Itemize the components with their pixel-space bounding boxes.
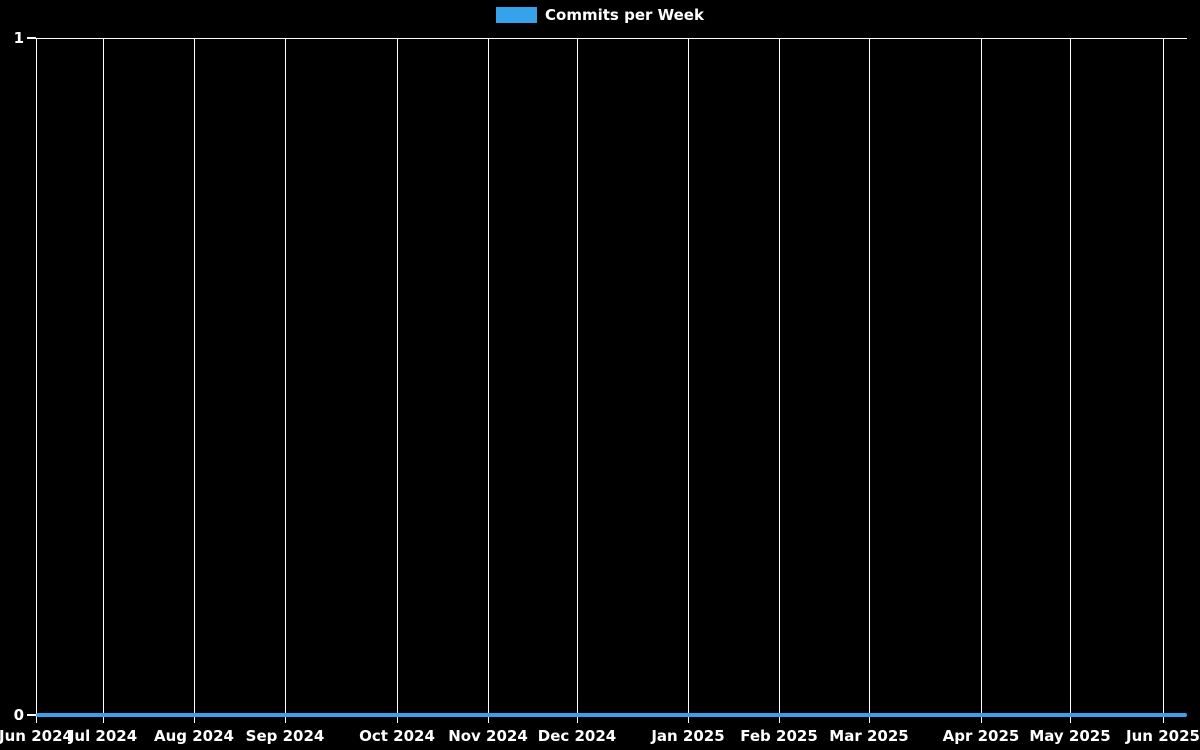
x-tick-label: Feb 2025 [740,727,818,745]
x-gridline-oct-2024 [397,38,398,723]
y-tick-mark-1 [27,37,36,39]
x-gridline-jun-2024 [36,38,37,723]
x-gridline-jan-2025 [688,38,689,723]
x-tick-label: Aug 2024 [154,727,234,745]
x-gridline-jul-2024 [103,38,104,723]
x-gridline-jun-2025 [1163,38,1164,723]
legend-label: Commits per Week [545,6,704,24]
x-gridline-apr-2025 [981,38,982,723]
y-gridline-top [36,38,1187,39]
legend-swatch [496,7,538,23]
x-tick-label: May 2025 [1029,727,1111,745]
y-tick-label-0: 0 [13,706,24,724]
chart-legend[interactable]: Commits per Week [0,6,1200,24]
x-gridline-nov-2024 [488,38,489,723]
x-tick-label: Mar 2025 [829,727,909,745]
y-tick-label-1: 1 [13,29,24,47]
x-tick-label: Jun 2025 [1126,727,1200,745]
commits-data-line [36,713,1187,717]
x-tick-label: Jul 2024 [68,727,138,745]
x-tick-label: Apr 2025 [942,727,1020,745]
x-tick-label: Dec 2024 [537,727,617,745]
x-tick-label: Oct 2024 [359,727,435,745]
x-gridline-aug-2024 [194,38,195,723]
x-tick-label: Sep 2024 [245,727,325,745]
x-gridline-feb-2025 [779,38,780,723]
x-gridline-dec-2024 [577,38,578,723]
y-tick-mark-0 [27,714,36,716]
x-gridline-may-2025 [1070,38,1071,723]
x-tick-label: Jun 2024 [0,727,73,745]
x-gridline-sep-2024 [285,38,286,723]
x-gridline-mar-2025 [869,38,870,723]
x-tick-label: Jan 2025 [651,727,725,745]
x-tick-label: Nov 2024 [448,727,528,745]
